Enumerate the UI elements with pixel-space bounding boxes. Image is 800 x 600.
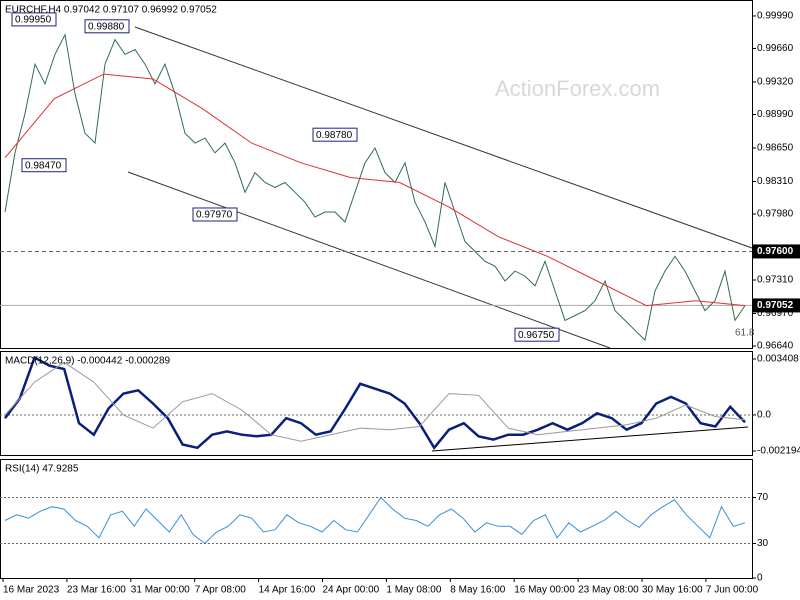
- annotation-box: [21, 158, 67, 173]
- channel-lower: [127, 171, 611, 349]
- y-tick-label: 0.98310: [757, 176, 794, 187]
- y-tick-label: 0.96970: [757, 308, 794, 319]
- y-tick-label: 30: [757, 538, 769, 549]
- annotation-label: 0.98470: [25, 160, 62, 171]
- y-tick-label: 0.99660: [757, 43, 794, 54]
- annotation-box: [11, 12, 57, 27]
- x-tick-label: 1 May 08:00: [386, 585, 441, 596]
- level-label: 0.97052: [757, 300, 794, 311]
- y-tick-label: 70: [757, 492, 769, 503]
- series-line: [4, 355, 746, 450]
- y-tick-label: 0.003408: [757, 354, 799, 365]
- x-tick-label: 14 Apr 16:00: [259, 585, 316, 596]
- level-box: [753, 244, 800, 259]
- y-tick-label: 0.98650: [757, 143, 794, 154]
- y-tick-label: 0.99990: [757, 11, 794, 22]
- panel-title: MACD(12,26,9) -0.000442 -0.000289: [5, 356, 171, 367]
- x-tick-label: 23 May 08:00: [578, 585, 639, 596]
- y-tick-label: -0.002194: [757, 446, 800, 457]
- x-tick-label: 7 Apr 08:00: [195, 585, 247, 596]
- panel-frame: [0, 351, 753, 456]
- y-tick-label: 0: [757, 573, 763, 584]
- y-tick-label: 0.0: [757, 410, 771, 421]
- x-tick-label: 30 May 16:00: [642, 585, 703, 596]
- annotation-label: 0.99880: [88, 21, 125, 32]
- annotation-box: [312, 127, 358, 142]
- x-tick-label: 16 Mar 2023: [3, 585, 60, 596]
- annotation-box: [192, 207, 238, 222]
- macd-trendline: [431, 426, 749, 452]
- annotation-label: 0.97970: [196, 210, 233, 221]
- y-tick-label: 0.97310: [757, 275, 794, 286]
- series-line: [4, 496, 746, 545]
- y-tick-label: 0.99320: [757, 77, 794, 88]
- level-box: [753, 298, 800, 313]
- x-tick-label: 31 Mar 00:00: [131, 585, 190, 596]
- annotation-box: [84, 19, 130, 34]
- x-tick-label: 23 Mar 16:00: [67, 585, 126, 596]
- channel-upper: [134, 26, 753, 249]
- x-tick-label: 16 May 00:00: [514, 585, 575, 596]
- x-tick-label: 24 Apr 00:00: [323, 585, 380, 596]
- y-tick-label: 0.98990: [757, 109, 794, 120]
- series-line: [4, 361, 746, 442]
- annotation-label: 0.96750: [518, 330, 555, 341]
- x-tick-label: 8 May 16:00: [450, 585, 505, 596]
- level-label: 0.97600: [757, 246, 794, 257]
- annotation-label: 0.99950: [15, 15, 52, 26]
- panel-frame: [0, 0, 753, 349]
- x-tick-label: 7 Jun 00:00: [706, 585, 759, 596]
- y-tick-label: 0.96640: [757, 341, 794, 352]
- panel-title: RSI(14) 47.9285: [5, 464, 79, 475]
- panel-title: EURCHF,H4 0.97042 0.97107 0.96992 0.9705…: [5, 5, 217, 16]
- series-line: [4, 33, 746, 342]
- series-line: [4, 73, 746, 307]
- watermark: ActionForex.com: [495, 76, 660, 101]
- y-tick-label: 0.97980: [757, 209, 794, 220]
- annotation-box: [514, 327, 560, 342]
- panel-frame: [0, 459, 753, 579]
- annotation-label: 0.98780: [316, 130, 353, 141]
- fib-label: 61.8: [735, 328, 755, 339]
